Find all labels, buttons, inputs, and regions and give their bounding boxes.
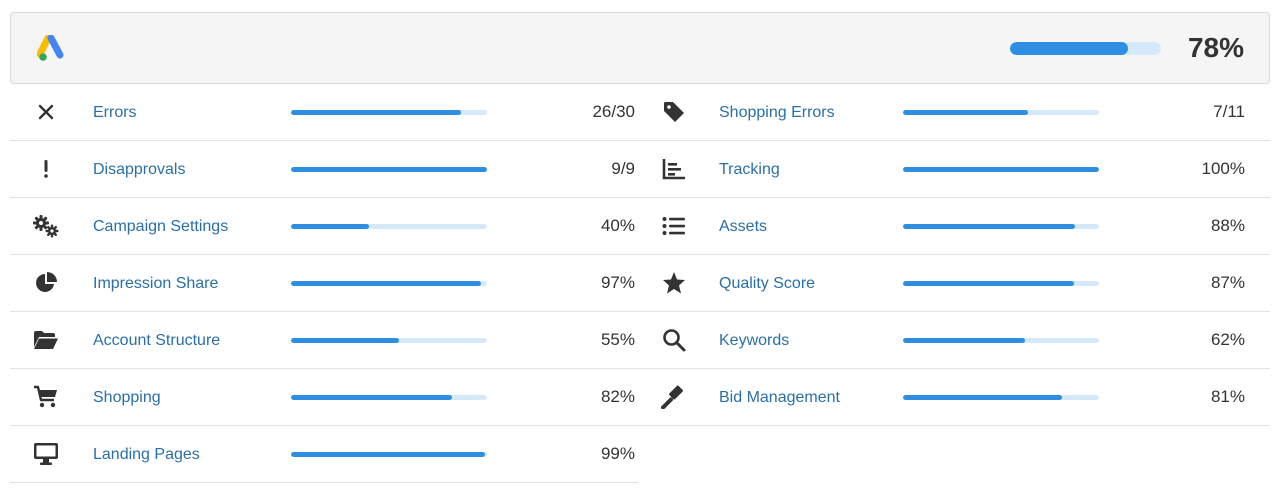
progress-fill — [291, 338, 399, 343]
search-icon — [660, 328, 688, 352]
check-link-errors[interactable]: Errors — [93, 104, 137, 121]
check-score: 88% — [1210, 216, 1245, 235]
gears-icon — [32, 214, 60, 238]
desktop-icon — [32, 442, 60, 466]
progress-fill — [903, 224, 1076, 229]
list-icon — [660, 214, 688, 238]
check-score: 81% — [1210, 387, 1245, 406]
gavel-icon — [660, 385, 688, 409]
check-row-disapprovals: Disapprovals 9/9 — [10, 141, 638, 198]
close-icon — [32, 100, 60, 124]
progress-bar — [291, 281, 487, 286]
check-link-keywords[interactable]: Keywords — [719, 332, 790, 349]
check-link-campaign-settings[interactable]: Campaign Settings — [93, 218, 229, 235]
check-row-account-structure: Account Structure 55% — [10, 312, 638, 369]
overall-progress-bar — [1010, 42, 1161, 55]
progress-bar — [903, 395, 1099, 400]
check-score: 97% — [600, 273, 635, 292]
progress-fill — [903, 110, 1028, 115]
progress-fill — [903, 338, 1025, 343]
check-score: 99% — [600, 444, 635, 463]
pie-chart-icon — [32, 271, 60, 295]
overall-progress-fill — [1010, 42, 1128, 55]
check-row-campaign-settings: Campaign Settings 40% — [10, 198, 638, 255]
check-score: 55% — [600, 330, 635, 349]
check-row-errors: Errors 26/30 — [10, 84, 638, 141]
progress-bar — [903, 110, 1099, 115]
check-score: 7/11 — [1213, 102, 1245, 121]
tag-icon — [660, 100, 688, 124]
progress-fill — [291, 395, 452, 400]
check-row-shopping-errors: Shopping Errors 7/11 — [638, 84, 1270, 141]
progress-bar — [903, 224, 1099, 229]
check-score: 100% — [1201, 159, 1245, 178]
check-score: 9/9 — [611, 159, 635, 178]
progress-bar — [903, 338, 1099, 343]
check-link-disapprovals[interactable]: Disapprovals — [93, 161, 186, 178]
progress-bar — [291, 224, 487, 229]
check-row-quality-score: Quality Score 87% — [638, 255, 1270, 312]
progress-fill — [291, 452, 486, 457]
check-score: 87% — [1210, 273, 1245, 292]
check-link-assets[interactable]: Assets — [719, 218, 768, 235]
check-link-account-structure[interactable]: Account Structure — [93, 332, 221, 349]
check-link-tracking[interactable]: Tracking — [719, 161, 780, 178]
folder-open-icon — [32, 328, 60, 352]
check-score: 40% — [600, 216, 635, 235]
check-row-assets: Assets 88% — [638, 198, 1270, 255]
progress-bar — [903, 167, 1099, 172]
progress-bar — [291, 338, 487, 343]
check-link-impression-share[interactable]: Impression Share — [93, 275, 219, 292]
check-link-bid-management[interactable]: Bid Management — [719, 389, 840, 406]
left-checks-column: Errors 26/30 Disapprovals 9/9 Campaign Setti… — [10, 84, 638, 483]
check-link-landing-pages[interactable]: Landing Pages — [93, 446, 200, 463]
progress-fill — [291, 110, 461, 115]
progress-bar — [903, 281, 1099, 286]
check-row-tracking: Tracking 100% — [638, 141, 1270, 198]
google-ads-logo-icon — [37, 35, 67, 63]
check-row-impression-share: Impression Share 97% — [10, 255, 638, 312]
check-row-shopping: Shopping 82% — [10, 369, 638, 426]
progress-fill — [291, 281, 482, 286]
check-link-shopping[interactable]: Shopping — [93, 389, 161, 406]
check-row-bid-management: Bid Management 81% — [638, 369, 1270, 426]
progress-fill — [291, 224, 370, 229]
shopping-cart-icon — [32, 385, 60, 409]
check-row-keywords: Keywords 62% — [638, 312, 1270, 369]
bar-chart-icon — [660, 157, 688, 181]
check-score: 62% — [1210, 330, 1245, 349]
check-row-landing-pages: Landing Pages 99% — [10, 426, 638, 483]
check-link-shopping-errors[interactable]: Shopping Errors — [719, 104, 835, 121]
check-score: 82% — [600, 387, 635, 406]
progress-bar — [291, 395, 487, 400]
progress-bar — [291, 110, 487, 115]
progress-fill — [903, 167, 1099, 172]
progress-fill — [903, 395, 1062, 400]
check-link-quality-score[interactable]: Quality Score — [719, 275, 816, 292]
score-header: 78% — [10, 12, 1270, 84]
right-checks-column: Shopping Errors 7/11 Tracking 100% Assets 88%… — [638, 84, 1270, 426]
progress-fill — [291, 167, 487, 172]
progress-bar — [291, 167, 487, 172]
check-score: 26/30 — [592, 102, 635, 121]
progress-fill — [903, 281, 1074, 286]
star-icon — [660, 271, 688, 295]
progress-bar — [291, 452, 487, 457]
overall-score: 78% — [1187, 32, 1244, 63]
exclamation-icon — [32, 157, 60, 181]
